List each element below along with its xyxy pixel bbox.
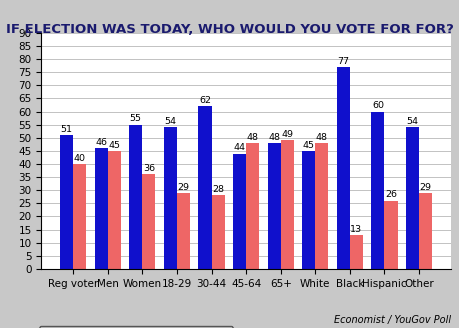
Text: 62: 62 [198,96,211,105]
Text: 54: 54 [406,117,418,126]
Text: 54: 54 [164,117,176,126]
Bar [60,135,73,269]
Bar [177,193,190,269]
Text: 77: 77 [336,57,348,66]
Text: IF ELECTION WAS TODAY, WHO WOULD YOU VOTE FOR FOR?: IF ELECTION WAS TODAY, WHO WOULD YOU VOT… [6,23,453,36]
Text: 48: 48 [268,133,280,142]
Text: 36: 36 [143,164,155,173]
Bar [384,201,397,269]
Bar [198,106,211,269]
Text: 46: 46 [95,138,107,147]
Text: 45: 45 [108,141,120,150]
Text: 26: 26 [384,191,396,199]
Text: 48: 48 [246,133,258,142]
Bar [129,125,142,269]
Text: 28: 28 [212,185,224,194]
Text: 29: 29 [419,183,431,192]
Bar [349,235,362,269]
Text: 13: 13 [350,225,362,234]
Bar [232,154,246,269]
Legend: Joe Biden, Donald Trump: Joe Biden, Donald Trump [39,326,233,328]
Bar [142,174,155,269]
Text: 40: 40 [73,154,85,163]
Bar [280,140,293,269]
Bar [336,67,349,269]
Text: Economist / YouGov Poll: Economist / YouGov Poll [333,315,450,325]
Text: 29: 29 [177,183,189,192]
Text: 45: 45 [302,141,314,150]
Text: 49: 49 [280,130,293,139]
Bar [163,127,177,269]
Bar [267,143,280,269]
Text: 51: 51 [61,125,73,134]
Bar [302,151,314,269]
Bar [246,143,259,269]
Text: 48: 48 [315,133,327,142]
Bar [418,193,431,269]
Text: 60: 60 [371,101,383,110]
Bar [370,112,384,269]
Bar [73,164,86,269]
Bar [405,127,418,269]
Bar [314,143,328,269]
Bar [107,151,121,269]
Text: 44: 44 [233,143,245,152]
Bar [211,195,224,269]
Text: 55: 55 [129,114,141,123]
Bar [95,148,107,269]
